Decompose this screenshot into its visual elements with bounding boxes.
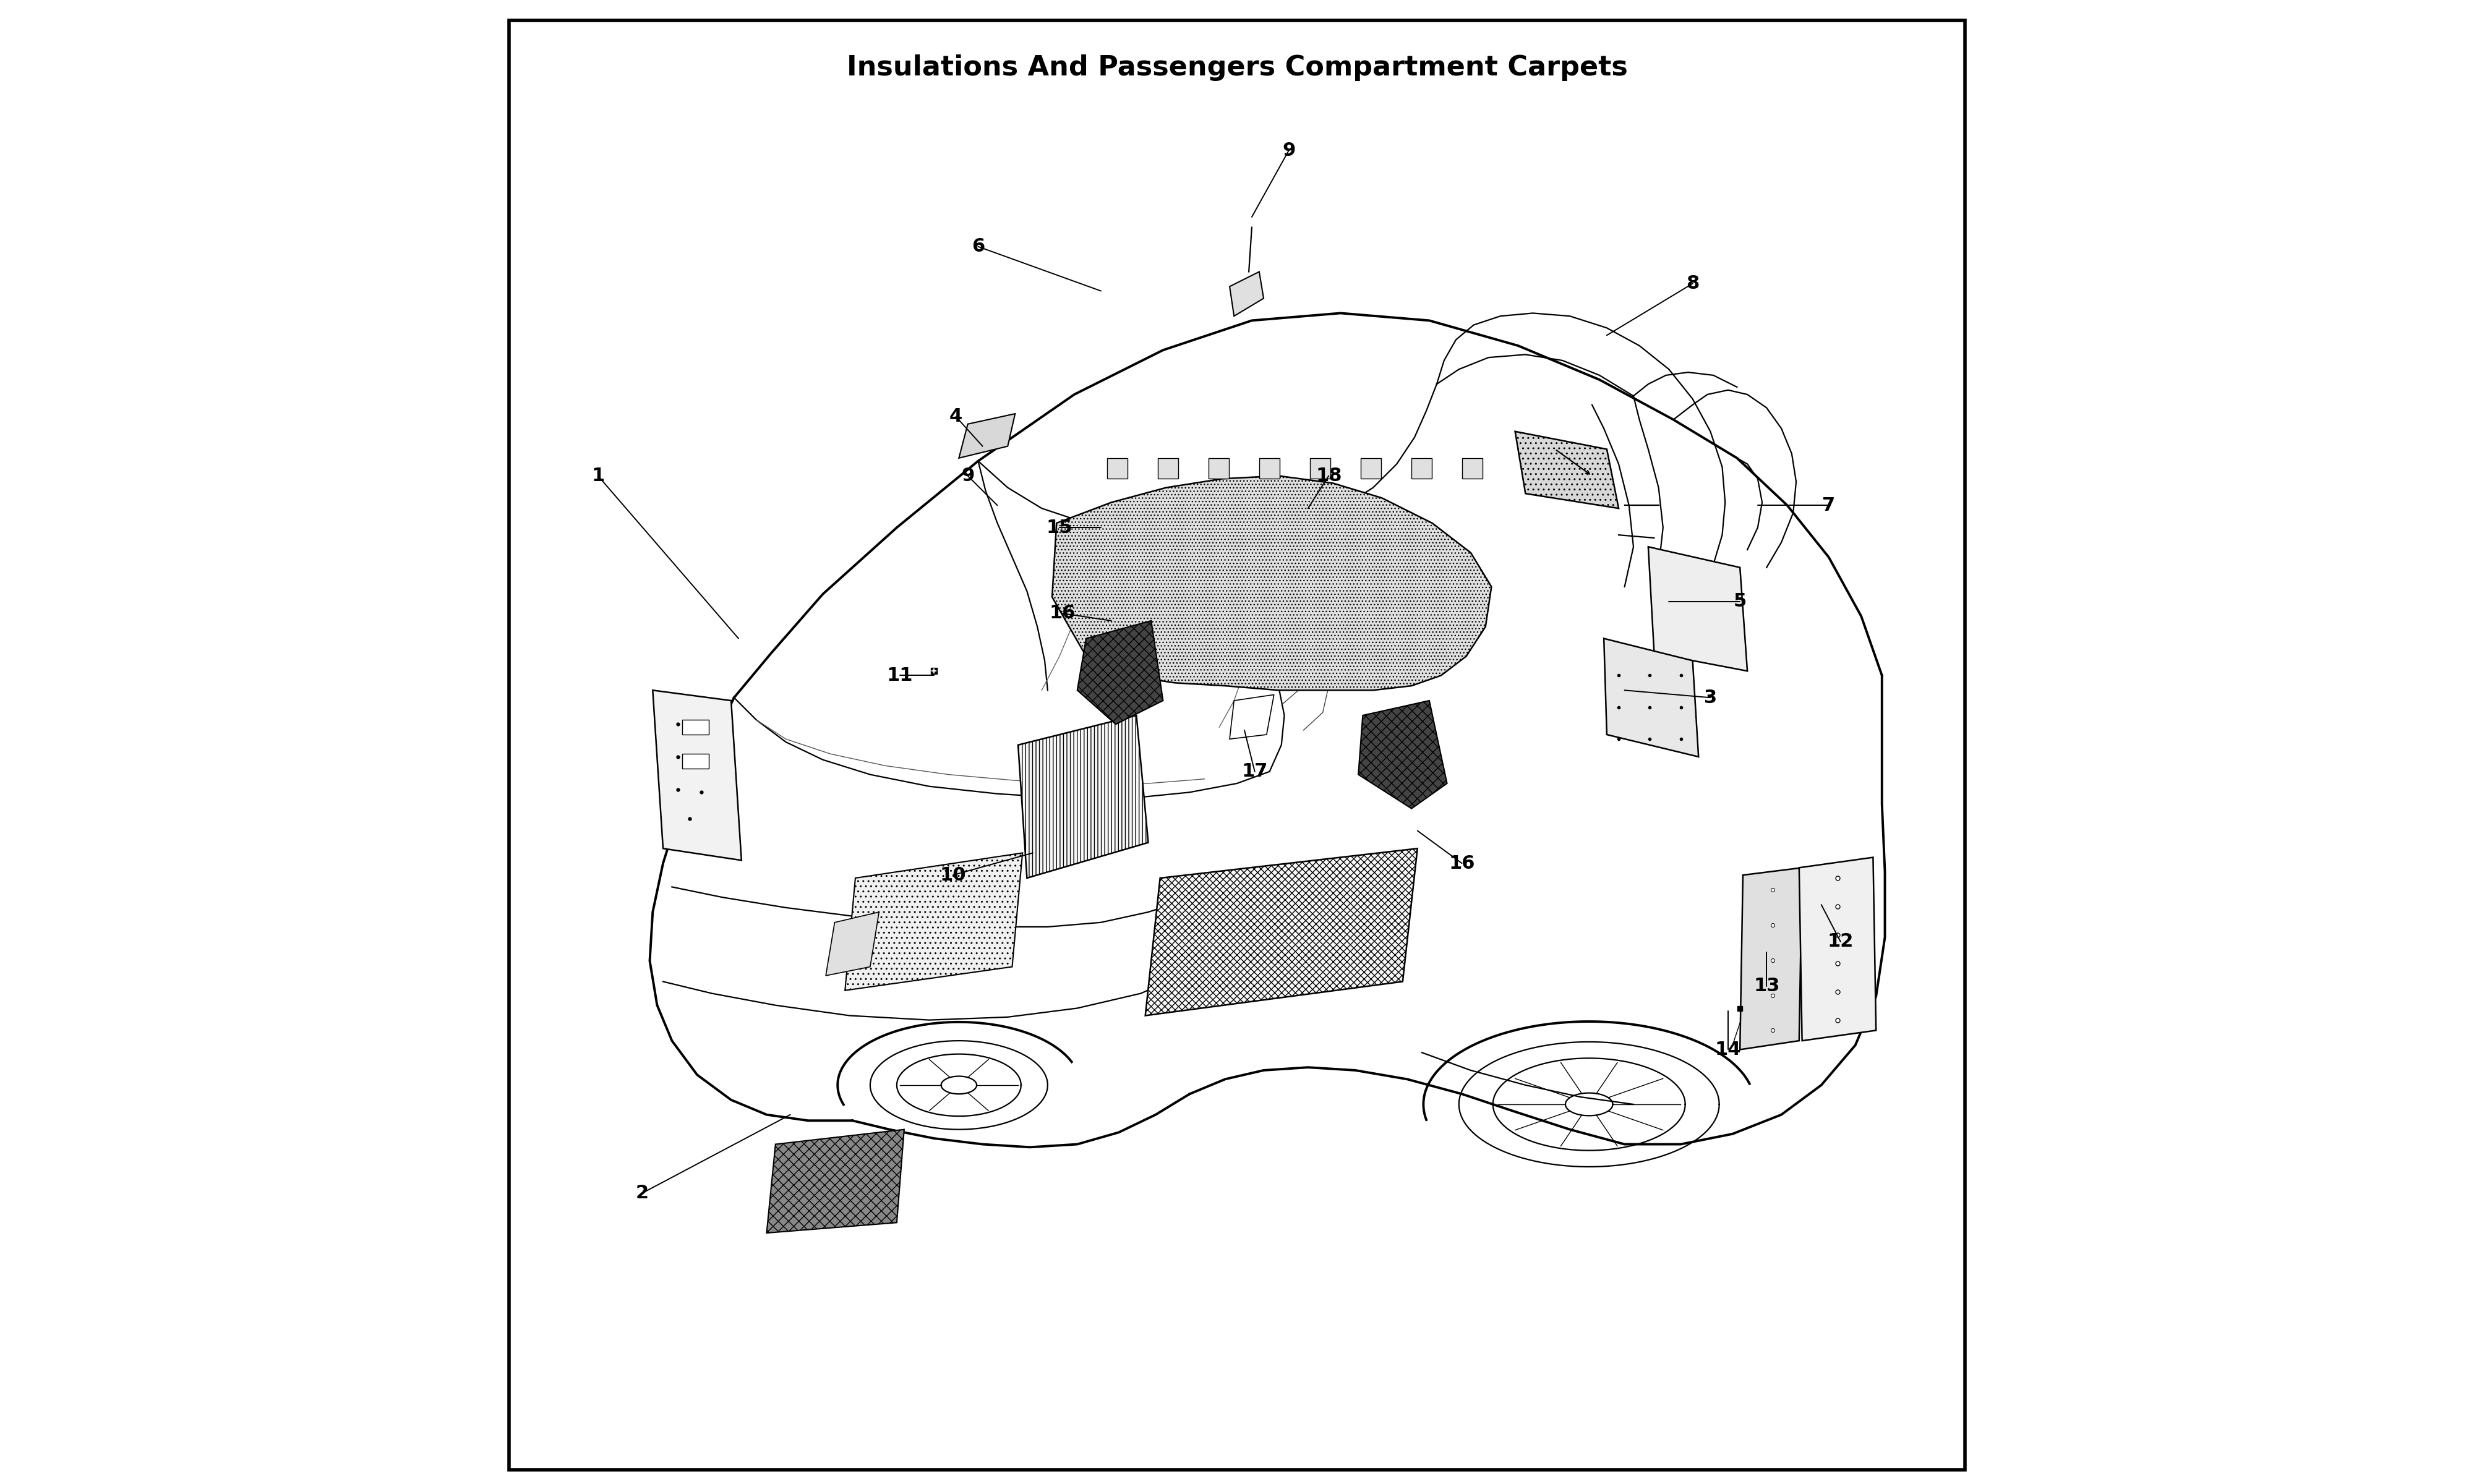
Polygon shape: [1230, 272, 1264, 316]
Polygon shape: [1739, 868, 1801, 1049]
Polygon shape: [1358, 700, 1447, 809]
Text: 11: 11: [886, 666, 913, 684]
Text: 16: 16: [1450, 855, 1475, 873]
Polygon shape: [1019, 715, 1148, 879]
Bar: [1259, 459, 1279, 479]
Text: 14: 14: [1714, 1040, 1742, 1058]
Text: 8: 8: [1687, 275, 1700, 292]
Text: 16: 16: [1049, 604, 1076, 622]
Bar: [1158, 459, 1178, 479]
Polygon shape: [1514, 432, 1618, 509]
Bar: [1361, 459, 1380, 479]
Polygon shape: [846, 853, 1022, 990]
Text: 10: 10: [940, 867, 967, 884]
Bar: [683, 720, 710, 735]
Polygon shape: [1648, 546, 1747, 671]
Polygon shape: [1145, 849, 1418, 1015]
Bar: [1309, 459, 1331, 479]
Text: 5: 5: [1734, 592, 1747, 610]
Text: 4: 4: [950, 408, 962, 426]
Text: 13: 13: [1754, 976, 1779, 994]
Polygon shape: [1799, 858, 1875, 1040]
Text: 18: 18: [1316, 467, 1341, 485]
Polygon shape: [1603, 638, 1700, 757]
Text: 9: 9: [962, 467, 975, 485]
Text: 15: 15: [1047, 518, 1074, 537]
Bar: [1106, 459, 1128, 479]
Bar: [683, 754, 710, 769]
Polygon shape: [767, 1129, 903, 1233]
Polygon shape: [1230, 695, 1274, 739]
Polygon shape: [1076, 620, 1163, 724]
Text: 12: 12: [1828, 932, 1853, 951]
Bar: [1207, 459, 1230, 479]
Text: 3: 3: [1705, 689, 1717, 706]
Text: 7: 7: [1823, 497, 1836, 515]
Text: 2: 2: [636, 1184, 648, 1202]
Text: 17: 17: [1242, 763, 1267, 781]
Text: 1: 1: [591, 467, 604, 485]
Polygon shape: [653, 690, 742, 861]
Polygon shape: [960, 414, 1014, 459]
Text: 9: 9: [1282, 141, 1296, 159]
Text: 6: 6: [972, 237, 985, 255]
Bar: [1462, 459, 1482, 479]
Text: Insulations And Passengers Compartment Carpets: Insulations And Passengers Compartment C…: [846, 55, 1628, 82]
Polygon shape: [1051, 476, 1492, 690]
Bar: [1410, 459, 1432, 479]
Polygon shape: [826, 913, 878, 975]
